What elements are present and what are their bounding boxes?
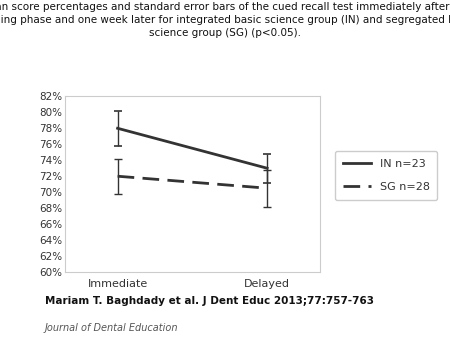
Text: Journal of Dental Education: Journal of Dental Education (45, 323, 179, 333)
Text: Mariam T. Baghdady et al. J Dent Educ 2013;77:757-763: Mariam T. Baghdady et al. J Dent Educ 20… (45, 296, 374, 306)
Legend: IN n=23, SG n=28: IN n=23, SG n=28 (335, 151, 437, 200)
Text: Mean score percentages and standard error bars of the cued recall test immediate: Mean score percentages and standard erro… (0, 2, 450, 38)
